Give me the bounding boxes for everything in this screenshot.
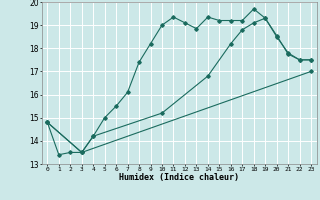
X-axis label: Humidex (Indice chaleur): Humidex (Indice chaleur)	[119, 173, 239, 182]
